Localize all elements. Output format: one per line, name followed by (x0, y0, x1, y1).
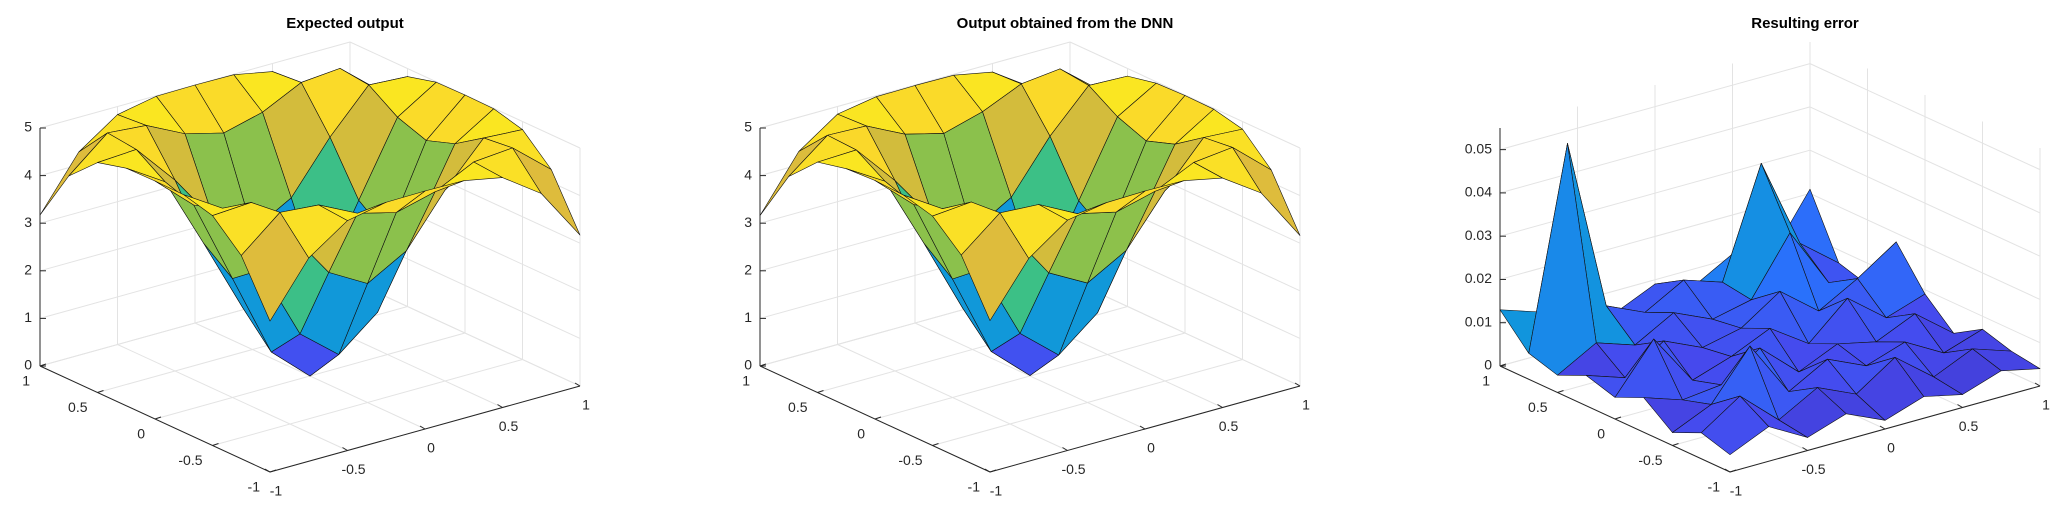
surface-patch (240, 212, 310, 322)
z-tick-label: 3 (744, 214, 752, 230)
tick-mark (154, 416, 162, 420)
tick-mark (1724, 468, 1731, 473)
chart-title: Expected output (286, 15, 404, 32)
z-tick-label: 4 (744, 166, 752, 182)
tick-mark (269, 469, 277, 473)
surface-patch (1700, 395, 1770, 455)
x-tick-label: 0 (427, 440, 435, 456)
z-tick-label: 0.04 (1465, 184, 1492, 200)
tick-mark (1802, 447, 1808, 451)
tick-mark (1062, 447, 1068, 451)
surface-plot: Output obtained from the DNN012345-1-0.5… (742, 15, 1310, 499)
tick-mark (1672, 443, 1679, 446)
tick-mark (2034, 382, 2041, 387)
tick-mark (1294, 382, 1301, 387)
tick-mark (342, 447, 348, 451)
z-tick-label: 1 (24, 309, 32, 325)
x-tick-label: 0.5 (499, 418, 519, 434)
grid-line (874, 332, 1186, 420)
z-tick-label: 3 (24, 214, 32, 230)
tick-mark (97, 390, 104, 393)
y-tick-label: 0 (857, 426, 865, 442)
tick-mark (817, 390, 824, 393)
z-tick-label: 1 (744, 309, 752, 325)
y-tick-label: 1 (22, 373, 30, 389)
x-tick-label: -0.5 (1801, 461, 1825, 477)
surface-plot: Resulting error 0 0.01 0.02 0.03 0.04 0.05 -1 -0… (1465, 15, 2050, 499)
tick-mark (1557, 390, 1564, 393)
tick-mark (1614, 416, 1622, 420)
tick-mark (1729, 469, 1737, 473)
y-tick-label: 0.5 (1528, 399, 1548, 415)
y-tick-label: 1 (742, 373, 750, 389)
x-tick-label: 1 (1302, 397, 1310, 413)
tick-mark (212, 443, 219, 446)
y-tick-label: 0.5 (68, 399, 88, 415)
x-tick-label: 0 (1147, 440, 1155, 456)
tick-mark (1499, 363, 1507, 367)
tick-mark (984, 468, 991, 473)
tick-mark (1879, 425, 1886, 430)
z-tick-label: 0 (1484, 357, 1492, 373)
z-tick-label: 2 (744, 262, 752, 278)
z-tick-label: 0.02 (1465, 270, 1492, 286)
tick-mark (874, 416, 882, 420)
x-tick-label: -0.5 (341, 461, 365, 477)
z-tick-label: 0 (24, 357, 32, 373)
x-tick-label: 0 (1887, 440, 1895, 456)
y-tick-label: -1 (248, 479, 261, 495)
tick-mark (574, 382, 581, 387)
z-tick-label: 0 (744, 357, 752, 373)
grid-line (212, 359, 523, 446)
grid-line (932, 359, 1243, 446)
tick-mark (264, 468, 271, 473)
z-tick-label: 4 (24, 166, 32, 182)
surface-plot: Expected output012345-1-0.500.51-1-0.500… (22, 15, 590, 499)
z-tick-label: 5 (24, 119, 32, 135)
x-tick-label: -1 (270, 483, 283, 499)
x-tick-label: -0.5 (1061, 461, 1085, 477)
tick-mark (759, 363, 767, 367)
z-tick-label: 0.05 (1465, 140, 1492, 156)
chart-title: Output obtained from the DNN (957, 15, 1174, 32)
tick-mark (1957, 404, 1963, 408)
z-tick-label: 2 (24, 262, 32, 278)
tick-mark (1217, 404, 1223, 408)
z-tick-label: 0.01 (1465, 313, 1492, 329)
y-tick-label: 0.5 (788, 399, 808, 415)
z-tick-label: 5 (744, 119, 752, 135)
y-tick-label: 0 (137, 426, 145, 442)
z-tick-label: 0.03 (1465, 227, 1492, 243)
y-tick-label: -1 (968, 479, 981, 495)
surface-patch (960, 212, 1030, 321)
y-tick-label: -0.5 (1638, 452, 1662, 468)
x-tick-label: 0.5 (1959, 418, 1979, 434)
y-tick-label: -0.5 (898, 452, 922, 468)
y-tick-label: -1 (1708, 479, 1721, 495)
x-tick-label: -1 (1730, 483, 1743, 499)
tick-mark (419, 425, 426, 430)
chart-title: Resulting error (1751, 15, 1859, 32)
x-tick-label: 0.5 (1219, 418, 1239, 434)
x-tick-label: -1 (990, 483, 1003, 499)
tick-mark (932, 443, 939, 446)
x-tick-label: 1 (582, 397, 590, 413)
x-tick-label: 1 (2042, 397, 2050, 413)
y-tick-label: -0.5 (178, 452, 202, 468)
y-tick-label: 1 (1482, 373, 1490, 389)
tick-mark (39, 363, 47, 367)
tick-mark (1139, 425, 1146, 430)
tick-mark (497, 404, 503, 408)
y-tick-label: 0 (1597, 426, 1605, 442)
tick-mark (989, 469, 997, 473)
